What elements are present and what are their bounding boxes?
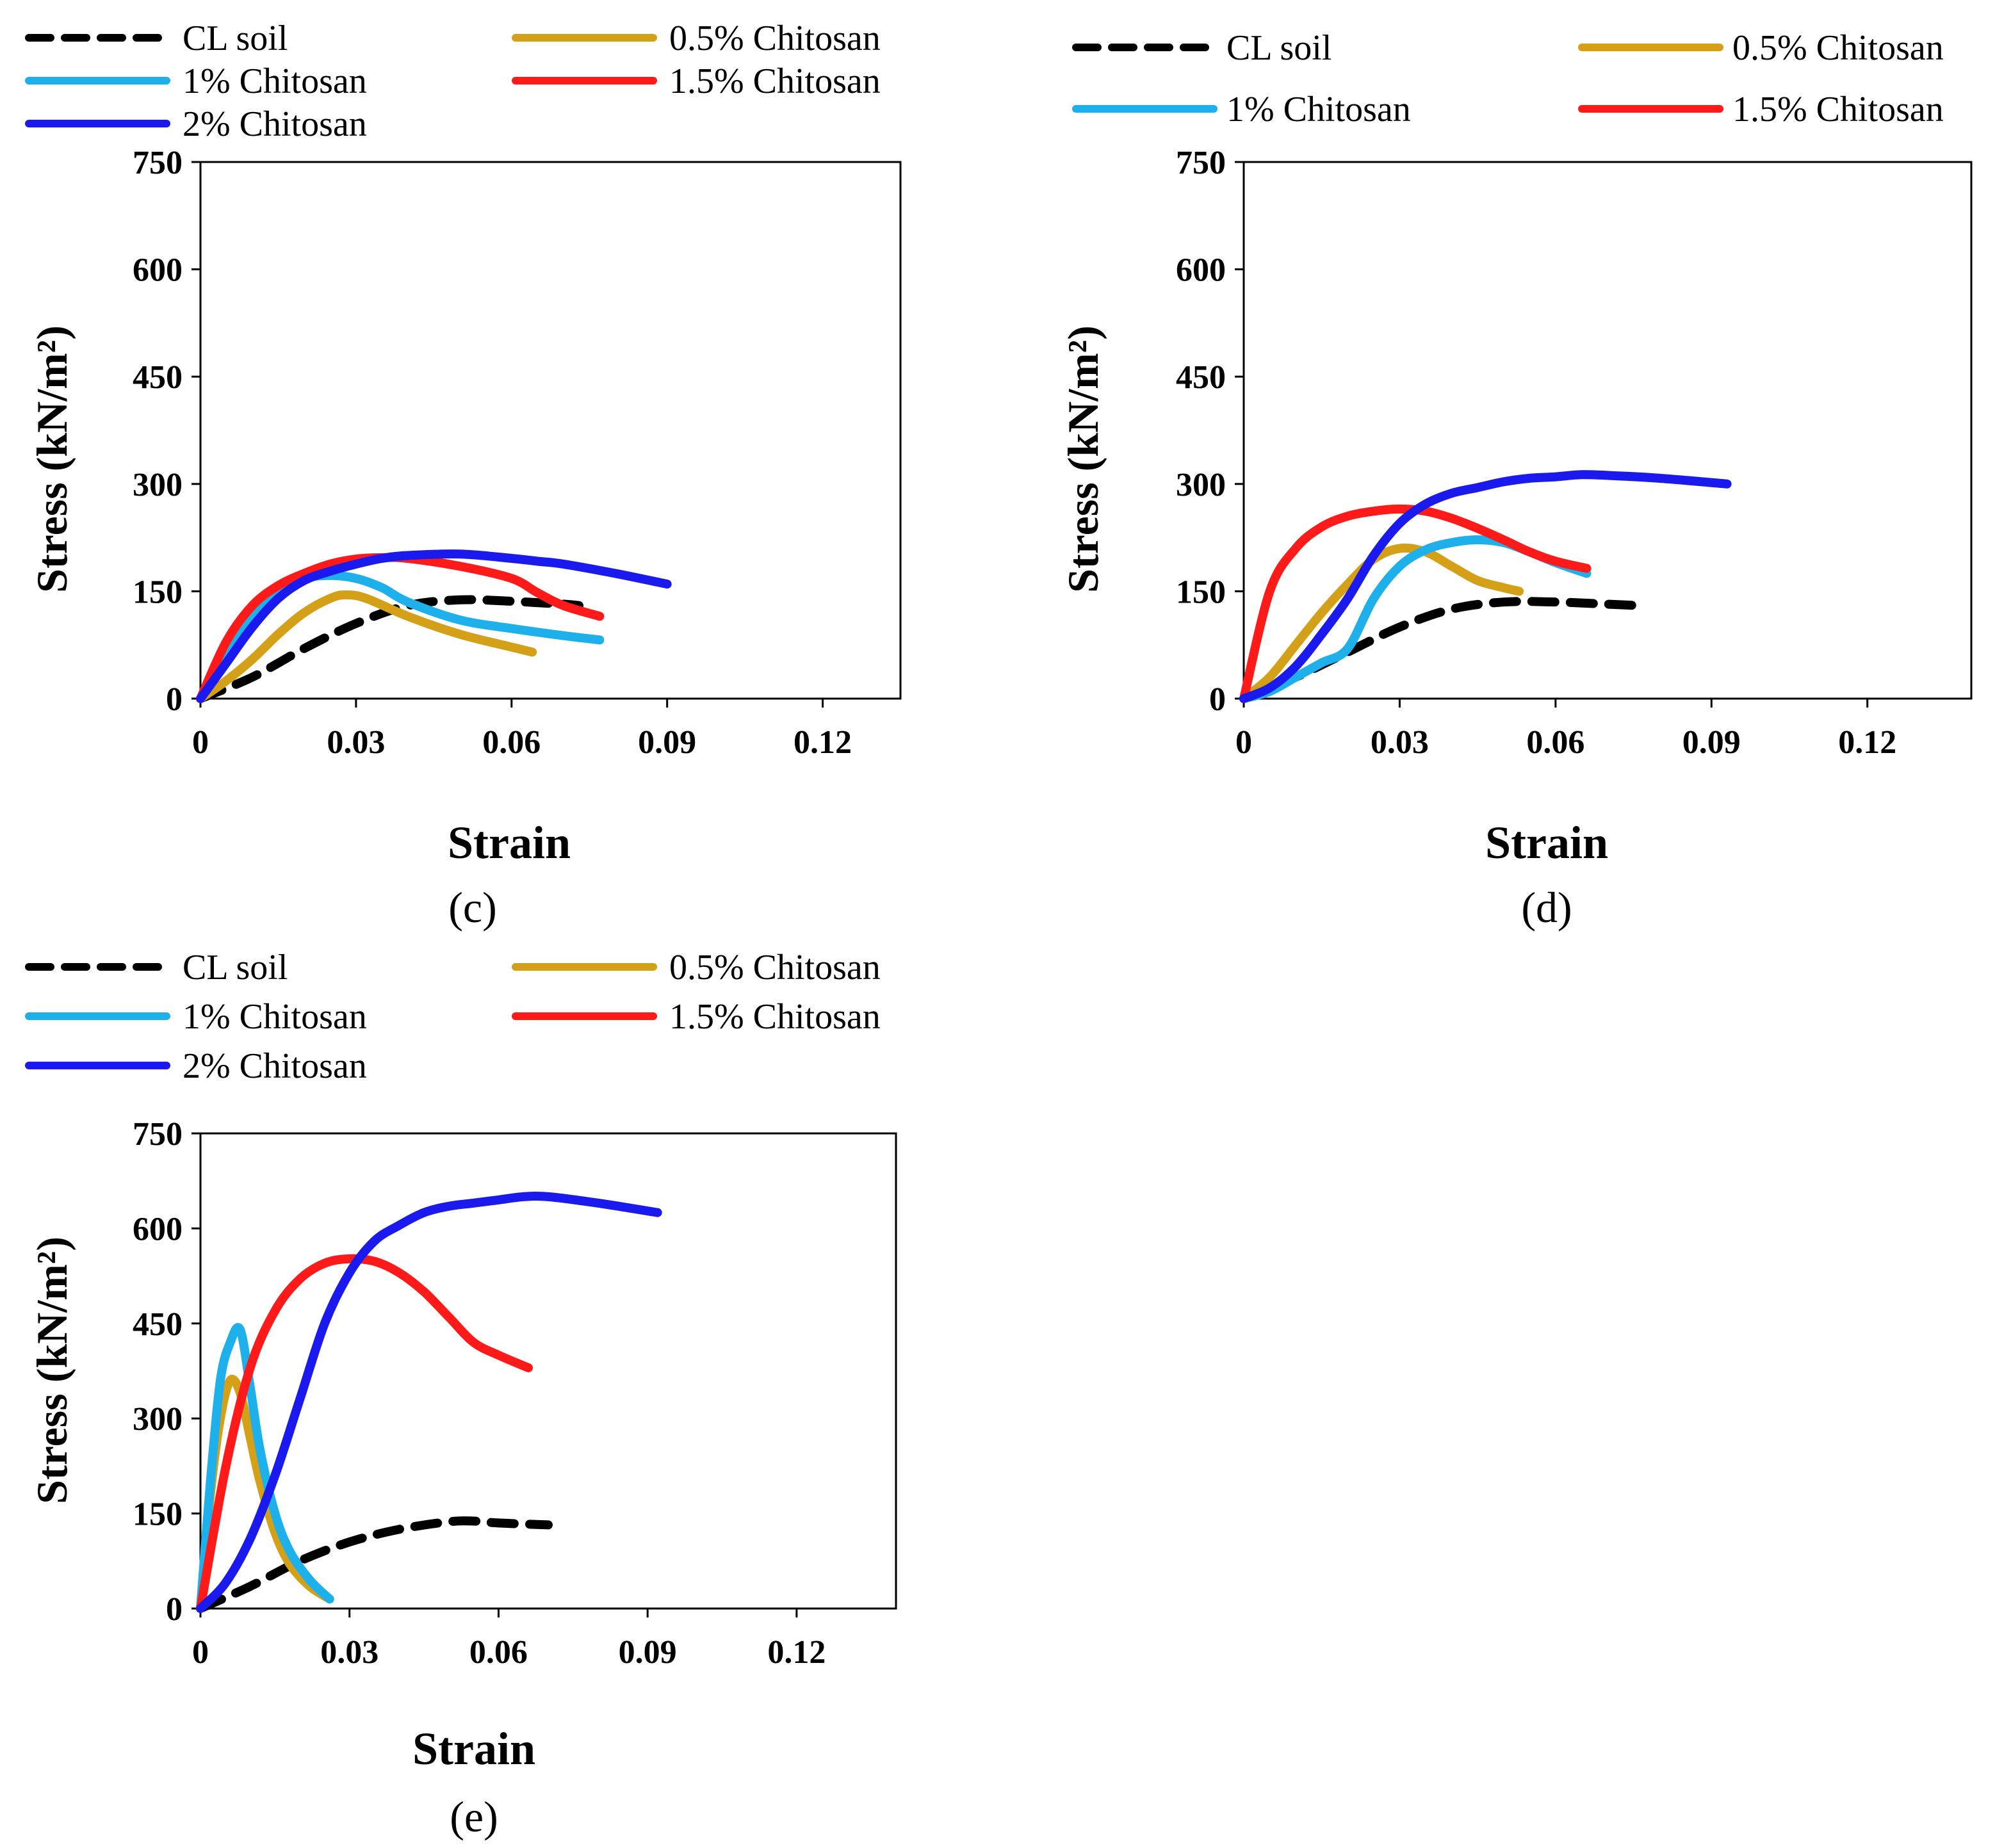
y-tick-label: 150 [1176, 574, 1226, 610]
legend: CL soil 0.5% Chitosan 1% Chitosan 1.5% Chit… [25, 948, 881, 1086]
chart-panel-c: 0 150 300 450 600 750 0 0.03 0.06 0.09 0.12 Strain S… [25, 19, 902, 932]
legend-label-cl-soil: CL soil [183, 948, 288, 987]
y-tick-label: 600 [133, 1211, 183, 1247]
x-tick-label: 0.09 [619, 1634, 677, 1671]
y-tick-label: 600 [133, 252, 183, 289]
y-tick-label: 150 [133, 574, 183, 610]
y-tick-label: 0 [1209, 681, 1226, 718]
series-line-cl-soil [1239, 597, 1643, 703]
series-line-2pct-chitosan [1239, 470, 1732, 703]
x-axis-label: Strain [412, 1723, 535, 1774]
x-tick-label: 0.12 [767, 1634, 826, 1671]
x-tick-label: 0.03 [320, 1634, 379, 1671]
panel-label: (e) [450, 1792, 498, 1841]
y-tick-label: 750 [133, 1116, 183, 1153]
legend-label-cl-soil: CL soil [183, 19, 288, 58]
x-tick-label: 0.09 [638, 724, 696, 761]
legend-label-0-5pct-chitosan: 0.5% Chitosan [1732, 28, 1944, 68]
y-tick-label: 450 [133, 1306, 183, 1343]
y-tick-label: 300 [1176, 467, 1226, 503]
legend-label-1pct-chitosan: 1% Chitosan [183, 997, 367, 1037]
series-line-0-5pct-chitosan [196, 590, 537, 703]
panel-label: (d) [1521, 883, 1572, 932]
y-tick-label: 0 [166, 681, 183, 718]
y-tick-label: 750 [1176, 145, 1226, 181]
plot-frame [199, 1132, 897, 1610]
series-line-1pct-chitosan [196, 571, 605, 703]
x-tick-label: 0 [192, 1634, 209, 1671]
x-tick-label: 0 [192, 724, 209, 761]
series-line-1-5pct-chitosan [1239, 504, 1592, 703]
x-tick-label: 0.06 [1526, 724, 1584, 761]
panel-label: (c) [448, 883, 496, 932]
x-axis-label: Strain [448, 817, 571, 868]
y-tick-label: 300 [133, 1401, 183, 1438]
legend-label-1pct-chitosan: 1% Chitosan [1226, 90, 1411, 129]
y-tick-label: 750 [133, 145, 183, 181]
legend-label-1-5pct-chitosan: 1.5% Chitosan [669, 61, 881, 101]
legend-label-0-5pct-chitosan: 0.5% Chitosan [669, 948, 881, 987]
series-line-cl-soil [196, 1516, 553, 1613]
legend-label-1-5pct-chitosan: 1.5% Chitosan [1732, 90, 1944, 129]
legend: CL soil 0.5% Chitosan 1% Chitosan 1.5% Chit… [25, 19, 881, 144]
x-tick-label: 0.03 [1371, 724, 1429, 761]
y-tick-label: 300 [133, 467, 183, 503]
legend: CL soil 0.5% Chitosan 1% Chitosan 1.5% Chit… [1072, 28, 1944, 129]
chart-panel-e: 0 150 300 450 600 750 0 0.03 0.06 0.09 0.12 Strain S… [25, 948, 897, 1841]
y-axis-label: Stress (kN/m²) [28, 325, 76, 593]
plot-frame [1242, 161, 1973, 700]
x-tick-label: 0.06 [469, 1634, 528, 1671]
x-tick-label: 0.06 [482, 724, 541, 761]
chart-panel-d: 0 150 300 450 600 750 0 0.03 0.06 0.09 0.12 Strain S… [1059, 28, 1973, 932]
x-axis-label: Strain [1485, 817, 1608, 868]
series-line-0-5pct-chitosan [1239, 543, 1524, 703]
y-tick-label: 450 [1176, 359, 1226, 396]
x-tick-label: 0.09 [1682, 724, 1741, 761]
y-tick-label: 450 [133, 359, 183, 396]
legend-label-2pct-chitosan: 2% Chitosan [183, 104, 367, 144]
legend-label-0-5pct-chitosan: 0.5% Chitosan [669, 19, 881, 58]
series-line-2pct-chitosan [196, 549, 672, 703]
x-tick-label: 0.12 [1838, 724, 1896, 761]
legend-label-cl-soil: CL soil [1226, 28, 1331, 68]
y-axis-label: Stress (kN/m²) [28, 1236, 76, 1504]
y-tick-label: 600 [1176, 252, 1226, 289]
legend-label-2pct-chitosan: 2% Chitosan [183, 1046, 367, 1086]
y-tick-label: 0 [166, 1591, 183, 1628]
x-tick-label: 0 [1235, 724, 1252, 761]
plot-frame [199, 161, 902, 700]
chart-layer: 0 150 300 450 600 750 0 0.03 0.06 0.09 0.12 Strain S… [25, 19, 1973, 1841]
series-line-1-5pct-chitosan [196, 1254, 533, 1613]
legend-label-1-5pct-chitosan: 1.5% Chitosan [669, 997, 881, 1037]
y-axis-label: Stress (kN/m²) [1059, 325, 1107, 593]
x-tick-label: 0.03 [327, 724, 385, 761]
series-line-2pct-chitosan [196, 1191, 662, 1613]
x-tick-label: 0.12 [794, 724, 852, 761]
legend-label-1pct-chitosan: 1% Chitosan [183, 61, 367, 101]
y-tick-label: 150 [133, 1496, 183, 1533]
